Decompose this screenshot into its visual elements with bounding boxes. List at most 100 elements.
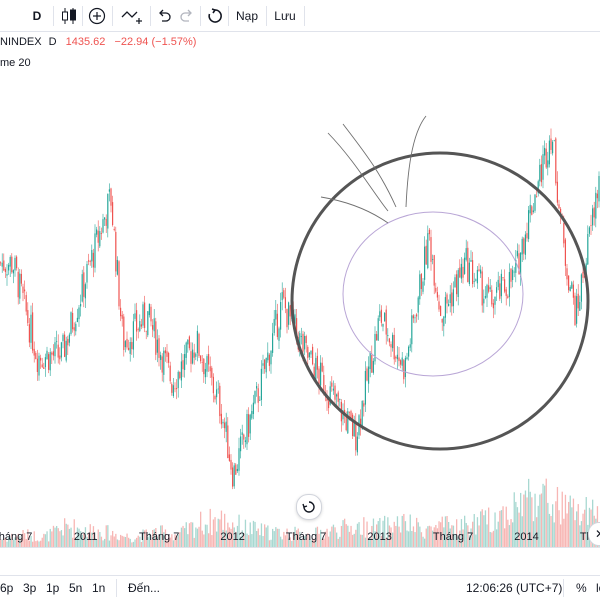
candle-body (59, 355, 61, 360)
candle-body (280, 302, 282, 330)
volume-bar (496, 529, 498, 547)
range-button-6p[interactable]: 6p (0, 576, 13, 600)
candle-body (3, 260, 5, 271)
log-label: lo (596, 581, 600, 595)
percent-button[interactable]: % (576, 576, 587, 600)
volume-bar (412, 526, 415, 547)
volume-bar (150, 539, 152, 547)
freehand-line[interactable] (405, 115, 427, 208)
candle-body (17, 271, 19, 298)
volume-bar (201, 530, 203, 547)
candle-body (0, 262, 2, 264)
candle-body (398, 357, 400, 362)
candle-body (182, 360, 184, 370)
refresh-button[interactable] (205, 0, 225, 31)
candle-body (177, 371, 179, 389)
volume-bar (220, 510, 223, 547)
volume-bar (430, 526, 432, 547)
volume-bar (81, 534, 83, 547)
candle-body (32, 312, 34, 351)
volume-bar (508, 525, 511, 547)
volume-bar (225, 530, 227, 547)
volume-bar (32, 541, 34, 547)
drawings[interactable] (290, 115, 590, 451)
candle-body (104, 217, 106, 220)
timezone-button[interactable]: 12:06:26 (UTC+7) (466, 576, 562, 600)
candle-body (128, 347, 130, 350)
volume-bar (302, 538, 304, 547)
volume-bar (124, 536, 127, 547)
volume-bar (76, 527, 79, 547)
candle-body (57, 344, 59, 358)
candle-body (473, 281, 475, 283)
candle-body (363, 403, 365, 407)
volume-bar (544, 485, 546, 547)
load-button[interactable]: Nạp (231, 0, 263, 31)
volume-bar (49, 528, 51, 547)
volume-bar (92, 526, 95, 547)
range-button-5n[interactable]: 5n (69, 576, 82, 600)
save-button[interactable]: Lưu (269, 0, 301, 31)
volume-bar (206, 524, 208, 547)
candle-body (470, 259, 472, 262)
volume-bar (97, 529, 99, 547)
volume-bar (406, 530, 408, 547)
volume-bar (500, 510, 503, 547)
chart-type-button[interactable] (58, 0, 80, 31)
candle-body (219, 385, 221, 417)
undo-button[interactable] (155, 0, 173, 31)
freehand-line[interactable] (320, 196, 389, 224)
study-legend[interactable]: me 20 (0, 57, 31, 69)
volume-bar (208, 533, 210, 547)
x-tick-label: 2011 (74, 531, 98, 543)
volume-bar (572, 498, 575, 547)
candle-body (168, 352, 170, 363)
volume-bar (196, 528, 199, 547)
ellipse-drawing[interactable] (342, 211, 524, 377)
price-chart[interactable]: Tháng 7 2011 Tháng 7 2012 Tháng 7 2013 Tháng 7… (0, 31, 600, 547)
toolbar-separator (228, 6, 229, 26)
volume-bar (331, 526, 333, 547)
log-button[interactable]: lo (596, 576, 600, 600)
candle-body (155, 321, 157, 355)
volume-bar (254, 521, 256, 547)
indicators-button[interactable] (86, 0, 108, 31)
range-button-1p[interactable]: 1p (46, 576, 59, 600)
candle-body (376, 334, 378, 341)
volume-bar (128, 537, 130, 547)
candle-body (36, 358, 38, 372)
volume-bar (534, 493, 536, 547)
volume-bar (483, 515, 485, 547)
volume-bar (462, 529, 464, 547)
volume-bar (388, 525, 391, 547)
circle-drawing[interactable] (290, 151, 590, 451)
volume-bar (342, 520, 344, 547)
volume-bar (195, 527, 197, 547)
candle-body (150, 306, 152, 322)
volume-bar (168, 534, 170, 547)
volume-bar (468, 535, 471, 547)
volume-bar (400, 532, 402, 547)
candle-body (33, 348, 35, 356)
volume-bar (494, 512, 496, 547)
volume-bar (33, 531, 35, 547)
goto-date-button[interactable]: Đến... (128, 576, 160, 600)
volume-bar (308, 539, 311, 547)
freehand-line[interactable] (327, 132, 389, 212)
range-button-3p[interactable]: 3p (23, 576, 36, 600)
candle-body (494, 296, 496, 305)
range-button-1n[interactable]: 1n (92, 576, 105, 600)
compare-button[interactable] (120, 0, 146, 31)
interval-button[interactable]: D (22, 0, 52, 31)
interval-label: D (32, 8, 42, 23)
candle-body (345, 414, 347, 431)
volume-bar (264, 524, 266, 547)
candle-body (556, 181, 558, 203)
freehand-line[interactable] (342, 123, 397, 208)
volume-bar (108, 540, 111, 547)
candle-body (505, 289, 507, 296)
candle-body (67, 338, 69, 346)
reset-chart-button[interactable] (296, 494, 322, 520)
redo-button[interactable] (178, 0, 196, 31)
volume-bar (110, 535, 112, 547)
